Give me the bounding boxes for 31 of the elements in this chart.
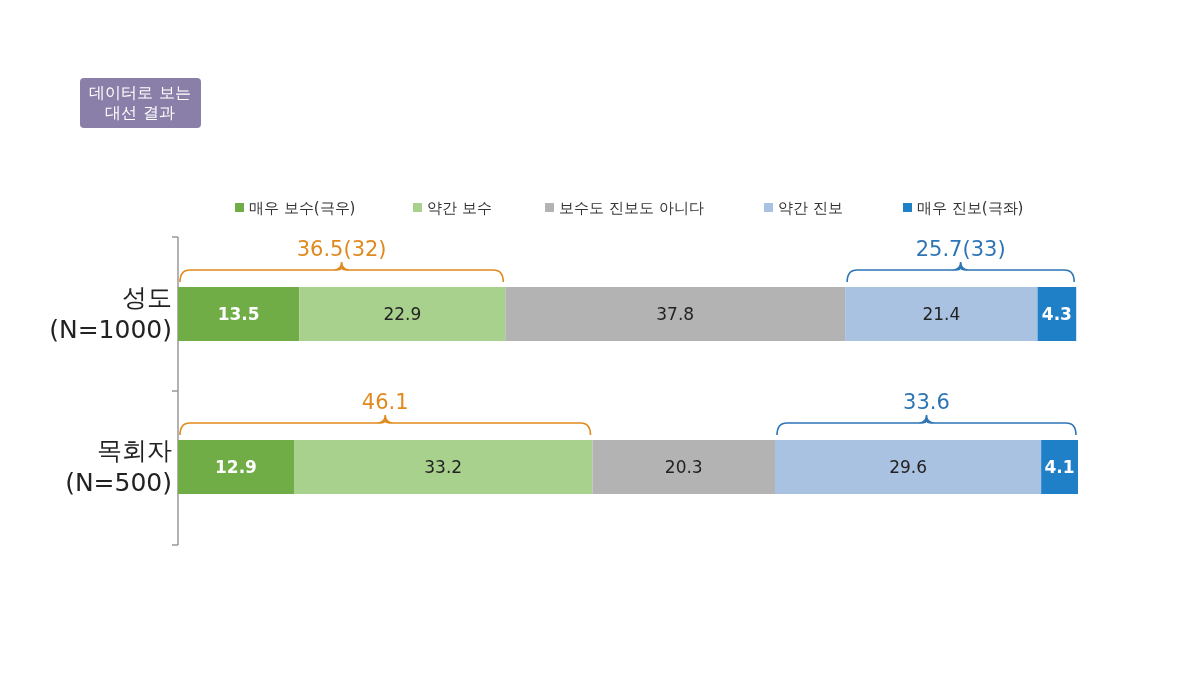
y-tick-label: 목회자 (N=500) bbox=[65, 436, 172, 497]
data-label: 4.3 bbox=[1041, 304, 1072, 324]
bar bbox=[775, 440, 1042, 494]
data-label: 33.2 bbox=[424, 457, 463, 477]
legend-label: 보수도 진보도 아니다 bbox=[559, 199, 704, 217]
bar bbox=[178, 287, 300, 341]
annotation: 36.5(32) bbox=[296, 237, 387, 261]
legend-label: 매우 보수(극우) bbox=[249, 199, 356, 217]
bar bbox=[1041, 440, 1078, 494]
bar bbox=[845, 287, 1038, 341]
legend-label: 약간 보수 bbox=[427, 199, 492, 217]
bar bbox=[299, 287, 506, 341]
data-label: 29.6 bbox=[889, 457, 927, 477]
bar bbox=[505, 287, 846, 341]
y-tick-label: 성도 (N=1000) bbox=[49, 283, 172, 344]
data-label: 12.9 bbox=[215, 457, 257, 477]
annotation: 25.7(33) bbox=[915, 237, 1006, 261]
annotation: 33.6 bbox=[903, 390, 950, 414]
annotation: 46.1 bbox=[361, 390, 409, 414]
data-label: 21.4 bbox=[922, 304, 961, 324]
bar bbox=[293, 440, 593, 494]
bar bbox=[178, 440, 294, 494]
data-label: 13.5 bbox=[217, 304, 260, 324]
data-label: 4.1 bbox=[1044, 457, 1075, 477]
legend-label: 약간 진보 bbox=[778, 199, 843, 217]
data-label: 20.3 bbox=[664, 457, 703, 477]
legend-label: 매우 진보(극좌) bbox=[917, 199, 1024, 217]
data-label: 37.8 bbox=[656, 304, 695, 324]
data-label: 22.9 bbox=[383, 304, 422, 324]
bar bbox=[592, 440, 775, 494]
chart-title: 데이터로 보는 대선 결과 bbox=[89, 83, 191, 122]
